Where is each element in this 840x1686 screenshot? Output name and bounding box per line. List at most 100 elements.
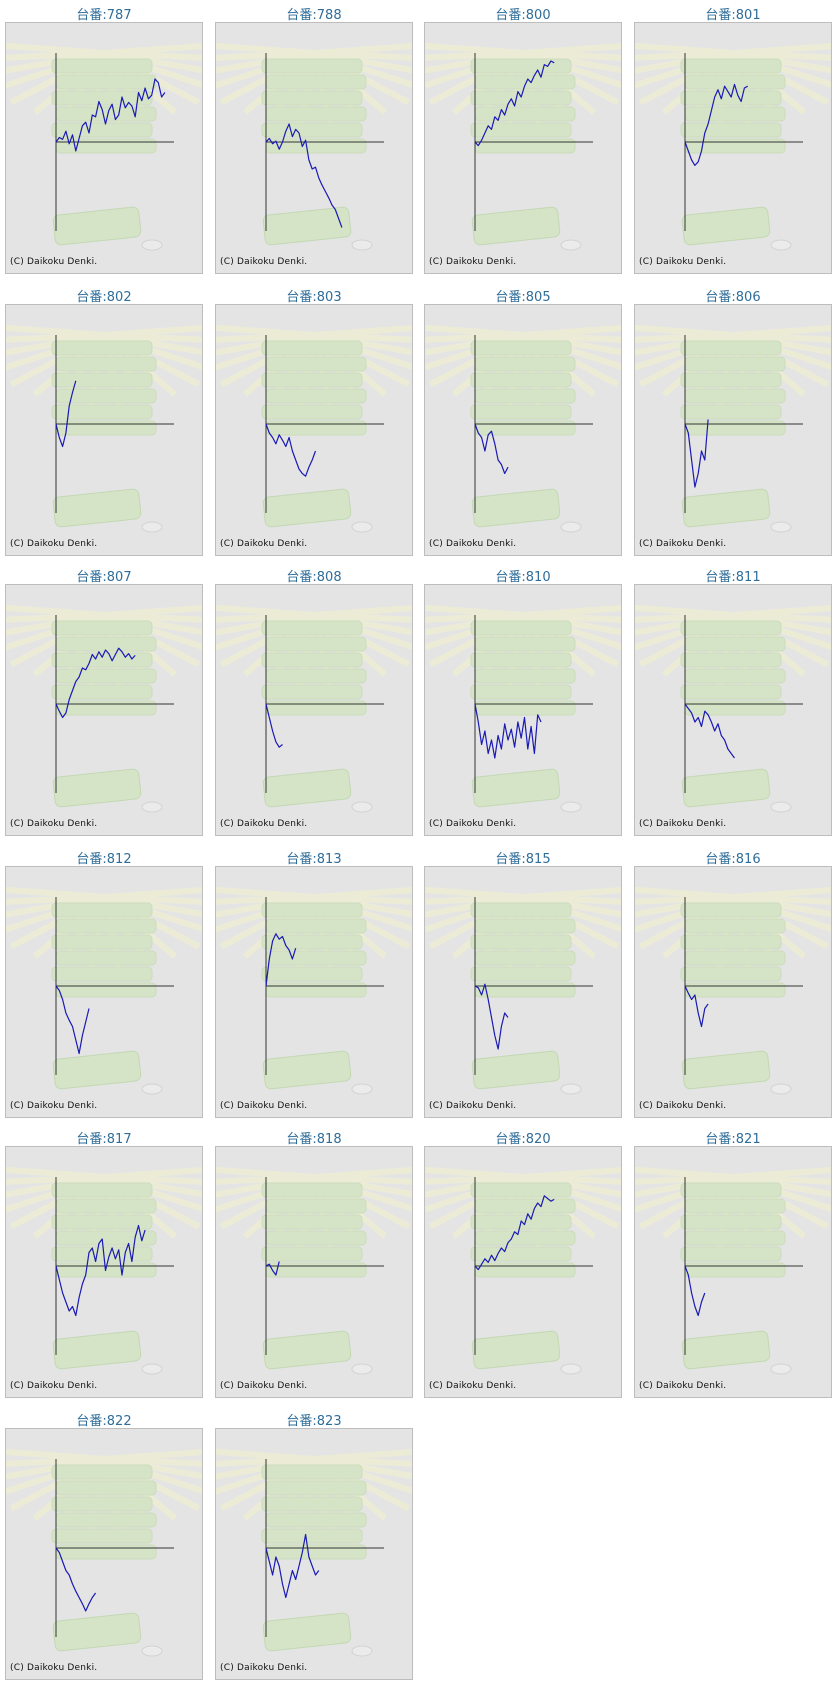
decor-ray	[6, 50, 106, 74]
background-artwork	[216, 1166, 412, 1375]
chart-title[interactable]: 台番:812	[76, 852, 132, 867]
decor-tray	[55, 982, 157, 998]
chart-title[interactable]: 台番:803	[286, 290, 342, 305]
decor-dish	[351, 1645, 373, 1657]
decor-tray	[55, 668, 157, 684]
chart-title[interactable]: 台番:813	[286, 852, 342, 867]
decor-tray	[261, 1528, 363, 1544]
chart-title[interactable]: 台番:801	[705, 8, 761, 23]
series-line	[474, 60, 555, 147]
chart-title[interactable]: 台番:818	[286, 1132, 342, 1147]
decor-tray	[265, 1262, 367, 1278]
decor-tray	[470, 934, 572, 950]
chart-title[interactable]: 台番:807	[76, 570, 132, 585]
decor-tray	[265, 1230, 367, 1246]
chart-title[interactable]: 台番:810	[495, 570, 551, 585]
decor-ray	[216, 612, 316, 636]
chart-cell: 台番:815 (C) Daikoku Denki.	[421, 846, 625, 1124]
series-line	[474, 983, 509, 1050]
chart-panel: (C) Daikoku Denki.	[424, 22, 622, 274]
background-artwork	[216, 886, 412, 1095]
chart-title[interactable]: 台番:800	[495, 8, 551, 23]
decor-tray	[51, 652, 153, 668]
copyright-text: (C) Daikoku Denki.	[639, 819, 727, 829]
decor-ray	[425, 332, 525, 356]
chart-title[interactable]: 台番:823	[286, 1414, 342, 1429]
copyright-text: (C) Daikoku Denki.	[220, 819, 308, 829]
decor-dish	[141, 1083, 163, 1095]
background-artwork	[216, 1448, 412, 1657]
chart-panel: (C) Daikoku Denki.	[5, 584, 203, 836]
chart-title[interactable]: 台番:802	[76, 290, 132, 305]
chart-title[interactable]: 台番:811	[705, 570, 761, 585]
chart-title[interactable]: 台番:822	[76, 1414, 132, 1429]
copyright-text: (C) Daikoku Denki.	[10, 1663, 98, 1673]
chart-panel: (C) Daikoku Denki.	[424, 304, 622, 556]
chart-title[interactable]: 台番:808	[286, 570, 342, 585]
chart-cell: 台番:811 (C) Daikoku Denki.	[631, 564, 835, 842]
decor-ray	[216, 50, 316, 74]
series-line	[474, 1195, 555, 1271]
chart-title[interactable]: 台番:821	[705, 1132, 761, 1147]
chart-panel: (C) Daikoku Denki.	[215, 1428, 413, 1680]
decor-dish	[770, 801, 792, 813]
decor-tray	[680, 966, 782, 982]
decor-ray	[104, 605, 202, 618]
chart-title[interactable]: 台番:806	[705, 290, 761, 305]
decor-tray	[51, 1496, 153, 1512]
chart-cell: 台番:787 (C) Daikoku Denki.	[2, 2, 206, 280]
decor-ray	[314, 43, 412, 56]
copyright-text: (C) Daikoku Denki.	[429, 1381, 517, 1391]
decor-tray	[51, 934, 153, 950]
decor-tray	[262, 768, 352, 808]
chart-panel: (C) Daikoku Denki.	[5, 304, 203, 556]
decor-tray	[51, 966, 153, 982]
decor-tray	[684, 106, 786, 122]
decor-ray	[733, 325, 831, 338]
decor-tray	[680, 58, 782, 74]
chart-panel: (C) Daikoku Denki.	[634, 22, 832, 274]
chart-title[interactable]: 台番:815	[495, 852, 551, 867]
copyright-text: (C) Daikoku Denki.	[639, 539, 727, 549]
decor-tray	[684, 1262, 786, 1278]
decor-tray	[474, 1262, 576, 1278]
decor-tray	[474, 138, 576, 154]
decor-tray	[262, 1330, 352, 1370]
chart-title[interactable]: 台番:787	[76, 8, 132, 23]
copyright-text: (C) Daikoku Denki.	[220, 257, 308, 267]
series-line	[474, 703, 542, 759]
chart-title[interactable]: 台番:820	[495, 1132, 551, 1147]
decor-tray	[265, 700, 367, 716]
decor-tray	[680, 1214, 782, 1230]
decor-ray	[635, 612, 735, 636]
decor-tray	[51, 1464, 153, 1480]
decor-tray	[261, 934, 363, 950]
decor-tray	[681, 488, 771, 528]
chart-cell: 台番:808 (C) Daikoku Denki.	[212, 564, 416, 842]
decor-tray	[261, 1182, 363, 1198]
series-line	[684, 1265, 706, 1317]
chart-title[interactable]: 台番:805	[495, 290, 551, 305]
copyright-text: (C) Daikoku Denki.	[10, 257, 98, 267]
decor-tray	[681, 206, 771, 246]
slump-graph	[216, 1166, 412, 1375]
copyright-text: (C) Daikoku Denki.	[220, 1101, 308, 1111]
decor-tray	[51, 340, 153, 356]
chart-title[interactable]: 台番:816	[705, 852, 761, 867]
decor-tray	[680, 372, 782, 388]
decor-tray	[52, 1050, 142, 1090]
decor-tray	[680, 122, 782, 138]
decor-tray	[51, 1182, 153, 1198]
decor-tray	[681, 1330, 771, 1370]
series-line	[265, 1261, 280, 1276]
background-artwork	[425, 1166, 621, 1375]
decor-tray	[261, 122, 363, 138]
decor-tray	[470, 90, 572, 106]
chart-title[interactable]: 台番:817	[76, 1132, 132, 1147]
chart-title[interactable]: 台番:788	[286, 8, 342, 23]
decor-tray	[52, 488, 142, 528]
decor-tray	[265, 982, 367, 998]
decor-tray	[470, 620, 572, 636]
series-line	[684, 419, 709, 488]
decor-ray	[523, 1167, 621, 1180]
